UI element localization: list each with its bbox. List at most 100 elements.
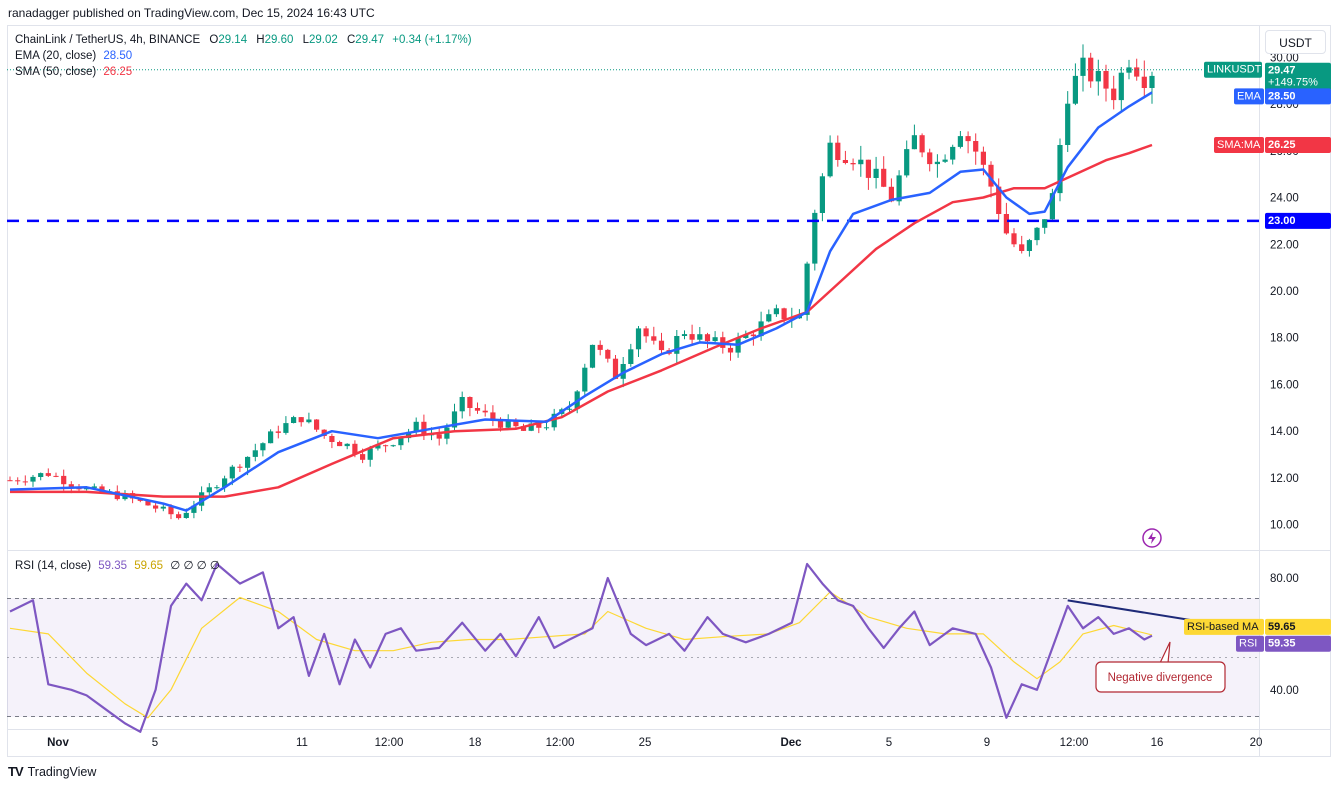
candle-body (927, 152, 933, 165)
candle-body (275, 431, 281, 433)
candle-body (812, 212, 818, 264)
currency-button[interactable]: USDT (1265, 30, 1326, 54)
time-tick-label: 5 (886, 737, 892, 749)
candle-body (306, 419, 312, 423)
candle-body (252, 450, 258, 457)
candle-body (582, 367, 588, 392)
candle-body (406, 431, 412, 439)
candle-body (973, 141, 979, 152)
rsi-name-tag-text: RSI (1239, 638, 1257, 650)
candle-body (1019, 244, 1025, 251)
candle-body (543, 427, 550, 429)
candle-body (697, 334, 703, 340)
candle-body (635, 328, 642, 350)
candle-body (344, 443, 350, 447)
rsi-line (9, 562, 1153, 733)
candle-body (1003, 214, 1009, 234)
rsi-ma-name-tag-bg (1184, 618, 1264, 635)
candle-body (1065, 103, 1071, 145)
candle-body (30, 476, 36, 482)
candle-body (850, 163, 856, 165)
candle-body (214, 487, 220, 489)
symbol-price-tag-bg (1204, 61, 1262, 78)
candle-body (612, 358, 619, 379)
candle-body (482, 410, 488, 413)
lightning-icon[interactable] (1142, 528, 1162, 548)
symbol-name[interactable]: ChainLink / TetherUS, 4h, BINANCE (15, 34, 201, 46)
candle-body (766, 314, 772, 322)
ema-legend[interactable]: EMA (20, close) 28.50 (15, 48, 132, 64)
candle-body (566, 408, 573, 410)
candle-body (919, 135, 925, 153)
time-tick-label: 9 (984, 737, 990, 749)
candle-body (398, 438, 404, 446)
candle-body (727, 347, 734, 353)
candle-body (781, 308, 787, 320)
rsi-ma-name-tag: RSI-based MA (1184, 618, 1264, 635)
candle-body (199, 492, 205, 506)
sma-legend[interactable]: SMA (50, close) 26.25 (15, 64, 132, 80)
candle-body (965, 136, 971, 142)
candle-body (827, 142, 833, 177)
candle-body (597, 344, 603, 350)
candle-body (589, 344, 596, 368)
candle-body (1118, 72, 1124, 101)
candle-body (352, 443, 358, 455)
negative-divergence-annotation: Negative divergence (1095, 641, 1226, 693)
candle-body (360, 454, 366, 460)
price-tick-label: 14.00 (1270, 426, 1299, 438)
candle-body (490, 412, 496, 421)
candle-body (674, 336, 680, 354)
ohlc-close: C29.47 (346, 34, 385, 46)
candle-body (1026, 240, 1032, 251)
candle-body (1095, 71, 1101, 82)
symbol-legend: ChainLink / TetherUS, 4h, BINANCE O29.14… (15, 32, 472, 48)
rsi-value-tag: 59.35 (1265, 635, 1331, 652)
candle-body (168, 506, 174, 515)
candle-body (1072, 75, 1078, 104)
candle-body (421, 421, 427, 435)
sma-value-tag-text: 26.25 (1268, 139, 1296, 151)
candle-body (91, 486, 97, 488)
candle-body (413, 421, 419, 432)
candle-body (1057, 145, 1063, 194)
published-line: ranadagger published on TradingView.com,… (8, 6, 375, 20)
time-tick-label: 11 (296, 737, 308, 749)
candle-body (160, 506, 166, 509)
sma-line (10, 143, 1153, 498)
candle-body (153, 505, 159, 509)
candle-body (222, 478, 228, 488)
candle-body (337, 442, 343, 447)
brand-name: TradingView (27, 764, 97, 779)
candle-body (873, 168, 879, 178)
price-tick-label: 12.00 (1270, 473, 1299, 485)
rsi-name-tag: RSI (1236, 635, 1264, 652)
axes-group: 10.00 12.00 14.00 16.00 18.00 20.00 22.00 24.00… (47, 52, 1299, 749)
candle-body (881, 168, 887, 187)
overlays-group (7, 69, 1259, 733)
symbol-price-tag: LINKUSDT (1204, 61, 1262, 78)
time-tick-label: 18 (469, 737, 482, 749)
rsi-legend[interactable]: RSI (14, close) 59.35 59.65 ∅ ∅ ∅ ∅ (15, 558, 220, 574)
candle-body (367, 448, 373, 460)
candle-body (911, 135, 917, 150)
candle-body (1149, 75, 1155, 88)
ema-value-tag: 28.50 (1265, 88, 1331, 105)
time-tick-label: 12:00 (375, 737, 404, 749)
time-tick-label: 12:00 (1060, 737, 1089, 749)
tradingview-logo-icon: TV (8, 764, 24, 779)
candle-body (321, 429, 327, 436)
footer-brand[interactable]: TV TradingView (8, 764, 96, 779)
candle-body (804, 263, 810, 315)
price-change: +0.34 (+1.17%) (392, 34, 472, 46)
ohlc-low: L29.02 (302, 34, 338, 46)
candle-body (513, 419, 519, 427)
candle-body (988, 164, 994, 187)
support-level-tag-text: 23.00 (1268, 215, 1296, 227)
candle-body (390, 445, 396, 447)
symbol-price-tag-text: LINKUSDT (1207, 64, 1262, 76)
candle-body (268, 431, 274, 444)
rsi-ma-value-tag-bg (1265, 618, 1331, 635)
rsi-name-tag-bg (1236, 635, 1264, 652)
